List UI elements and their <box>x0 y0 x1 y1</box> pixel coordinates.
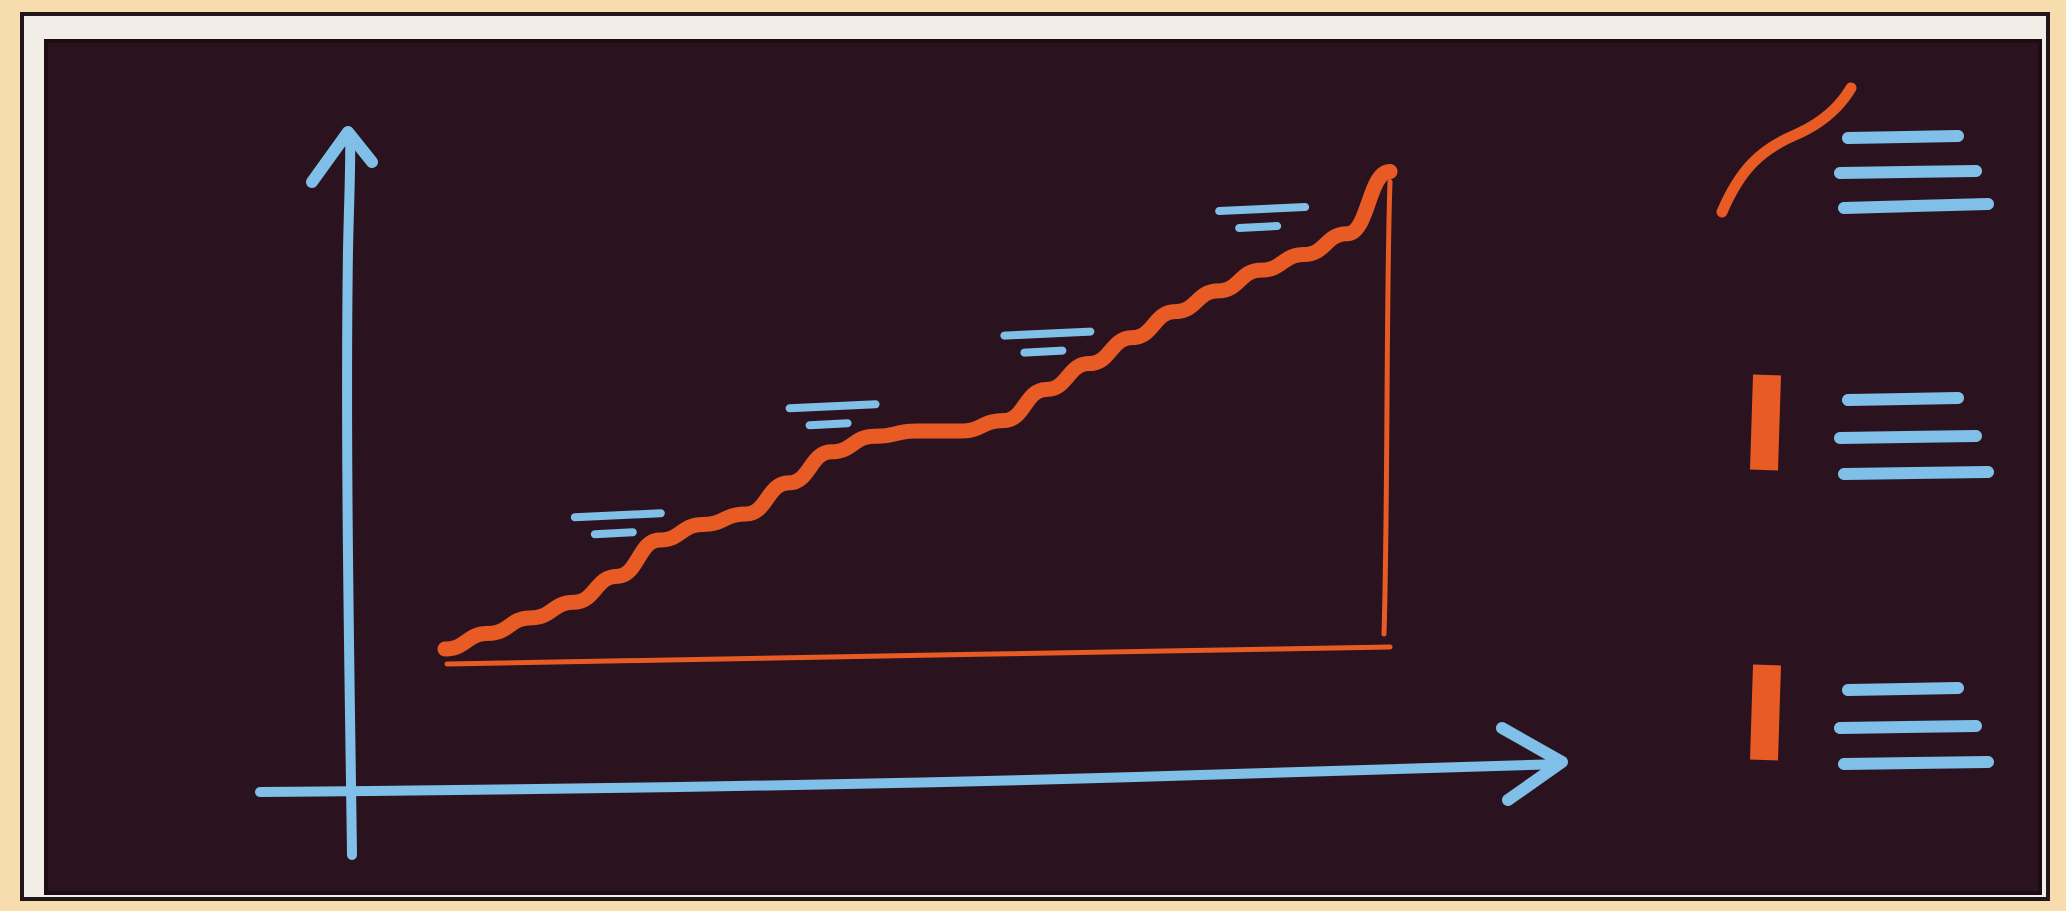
legend-bar-swatch <box>1750 664 1781 761</box>
legend-label-line <box>1842 130 1964 144</box>
legend-label-line <box>1834 165 1982 179</box>
legend-item <box>1716 82 1994 218</box>
legend-item <box>1750 664 1994 770</box>
legend-label-line <box>1842 682 1964 696</box>
y-axis-arrowhead <box>306 126 378 188</box>
annotation-label <box>570 509 665 539</box>
legend-label-line <box>1842 392 1964 406</box>
annotation-line <box>805 419 852 430</box>
legend-label-line <box>1838 198 1994 214</box>
annotation-label <box>1215 203 1310 233</box>
annotation-line <box>1235 222 1282 233</box>
chart-board <box>44 39 2042 895</box>
legend-label-line <box>1834 430 1982 444</box>
annotation-line <box>570 509 665 522</box>
annotation-line <box>1000 327 1095 340</box>
legend-label-line <box>1838 756 1994 770</box>
annotation-label <box>785 400 880 430</box>
x-axis <box>255 759 1565 797</box>
legend-layer <box>1716 82 1994 770</box>
legend-label-line <box>1838 466 1994 480</box>
area-right-edge <box>1381 179 1393 637</box>
annotation-line <box>1215 203 1310 216</box>
legend-line-swatch <box>1716 82 1857 218</box>
y-axis <box>342 130 357 860</box>
legend-bar-swatch <box>1750 374 1781 471</box>
area-baseline <box>444 644 1393 667</box>
annotation-line <box>1020 346 1067 357</box>
x-axis-arrowhead <box>1496 722 1568 806</box>
legend-item <box>1750 374 1994 480</box>
annotation-label <box>1000 327 1095 357</box>
axis-layer <box>255 126 1568 860</box>
annotation-layer <box>570 203 1310 539</box>
annotation-line <box>590 528 637 539</box>
annotation-line <box>785 400 880 413</box>
legend-label-line <box>1834 720 1982 734</box>
plot-layer <box>437 164 1398 667</box>
series-line <box>437 164 1398 657</box>
